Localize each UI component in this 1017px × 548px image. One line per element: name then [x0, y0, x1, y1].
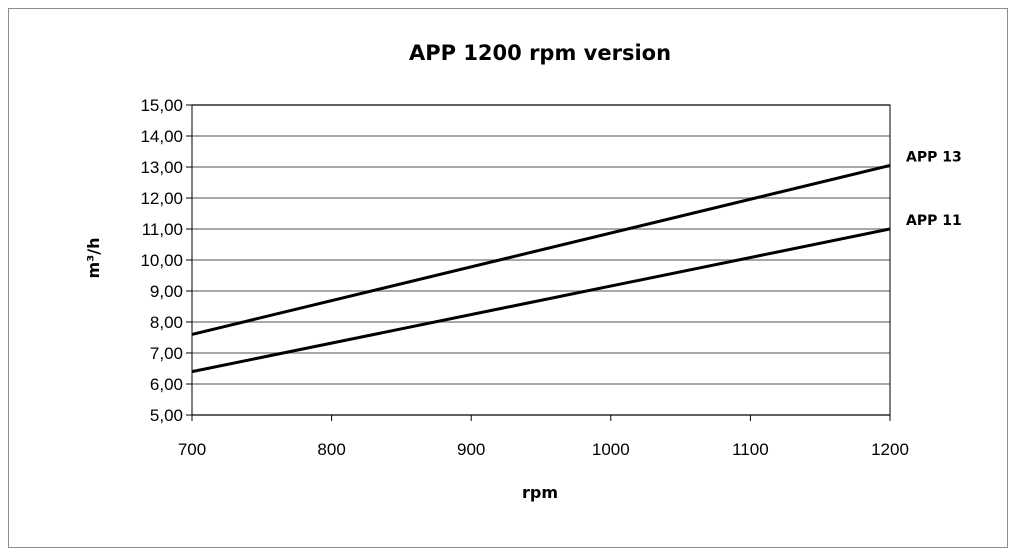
chart-title: APP 1200 rpm version	[409, 41, 671, 65]
series-lines	[191, 163, 891, 374]
series-label: APP 13	[906, 149, 962, 165]
grid-lines	[192, 104, 890, 416]
y-tick-label: 14,00	[140, 127, 183, 146]
y-tick-label: 8,00	[150, 313, 183, 332]
x-tick-label: 1000	[592, 440, 630, 459]
x-tick-label: 1100	[732, 440, 769, 459]
y-tick-label: 5,00	[150, 406, 183, 425]
series-label: APP 11	[906, 213, 962, 229]
x-tick-label: 1200	[871, 440, 909, 459]
y-tick-label: 12,00	[140, 189, 183, 208]
y-axis-label: m³/h	[84, 238, 103, 279]
x-tick-label: 700	[178, 440, 206, 459]
y-tick-label: 9,00	[150, 282, 183, 301]
series-line-app-13	[191, 163, 891, 336]
series-labels: APP 13 APP 11	[906, 149, 962, 229]
y-tick-label: 11,00	[142, 220, 183, 239]
x-axis-label: rpm	[522, 483, 558, 502]
y-tick-label: 7,00	[150, 344, 183, 363]
y-axis-ticks: 5,00 6,00 7,00 8,00 9,00 10,00 11,00 12,00 13,00…	[140, 96, 192, 425]
y-tick-label: 6,00	[150, 375, 183, 394]
x-tick-label: 900	[457, 440, 485, 459]
y-tick-label: 10,00	[140, 251, 183, 270]
line-chart: APP 1200 rpm version 5,00 6,00 7,00 8,00 9,0…	[84, 41, 962, 502]
y-tick-label: 15,00	[140, 96, 183, 115]
series-line-app-11	[191, 227, 891, 374]
x-tick-label: 800	[317, 440, 345, 459]
x-axis-ticks: 700 800 900 1000 1100 1200	[178, 415, 909, 459]
y-tick-label: 13,00	[140, 158, 183, 177]
chart-frame	[8, 8, 1008, 548]
